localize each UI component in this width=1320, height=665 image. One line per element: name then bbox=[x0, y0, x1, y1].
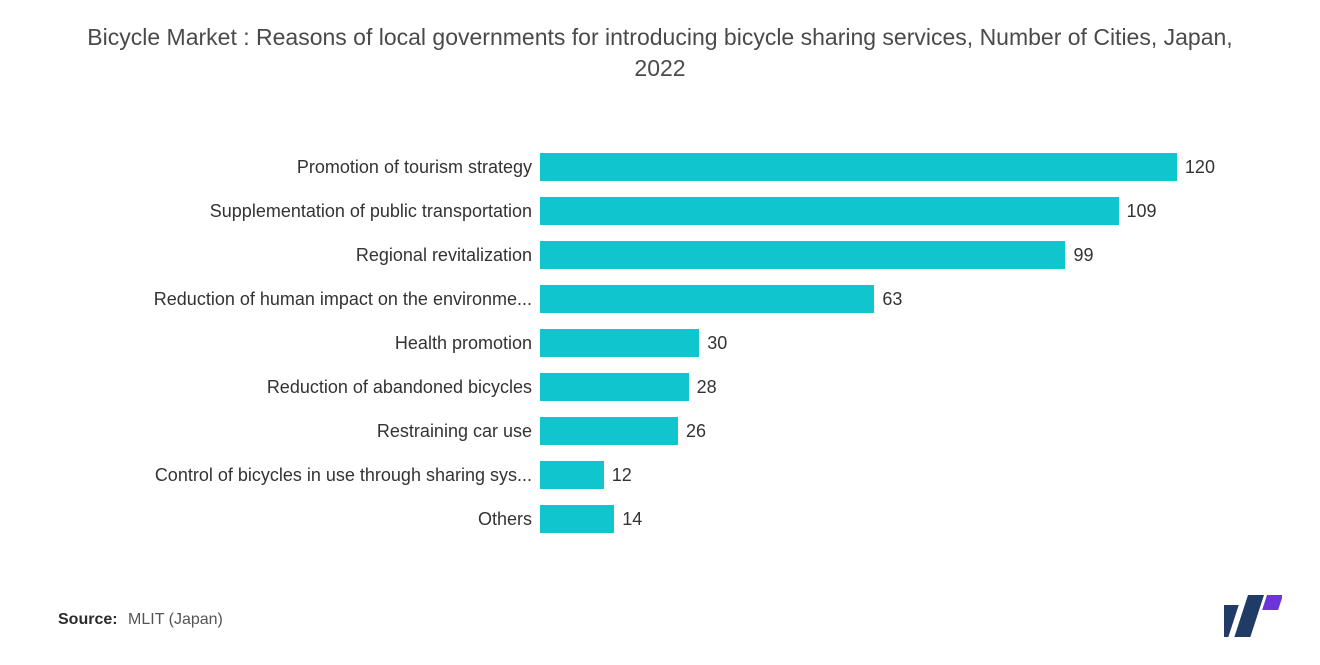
bar-track: 26 bbox=[540, 409, 1320, 453]
bar-track: 109 bbox=[540, 189, 1320, 233]
bar bbox=[540, 329, 699, 357]
brand-logo bbox=[1224, 595, 1282, 637]
bars-area: Promotion of tourism strategy 120 Suppleme… bbox=[0, 145, 1320, 575]
bar bbox=[540, 197, 1119, 225]
bar-track: 99 bbox=[540, 233, 1320, 277]
category-label: Reduction of abandoned bicycles bbox=[0, 377, 540, 398]
bar bbox=[540, 373, 689, 401]
bar-row: Health promotion 30 bbox=[0, 321, 1320, 365]
chart-title-text: Bicycle Market : Reasons of local govern… bbox=[87, 24, 1232, 81]
bar bbox=[540, 153, 1177, 181]
chart-title: Bicycle Market : Reasons of local govern… bbox=[0, 0, 1320, 84]
bar-row: Regional revitalization 99 bbox=[0, 233, 1320, 277]
bar-track: 63 bbox=[540, 277, 1320, 321]
logo-accent bbox=[1262, 595, 1282, 610]
chart-container: Bicycle Market : Reasons of local govern… bbox=[0, 0, 1320, 665]
bar-track: 12 bbox=[540, 453, 1320, 497]
bar-row: Reduction of human impact on the environ… bbox=[0, 277, 1320, 321]
bar-row: Control of bicycles in use through shari… bbox=[0, 453, 1320, 497]
bar-row: Restraining car use 26 bbox=[0, 409, 1320, 453]
value-label: 26 bbox=[686, 421, 706, 442]
category-label: Others bbox=[0, 509, 540, 530]
value-label: 109 bbox=[1127, 201, 1157, 222]
bar-row: Reduction of abandoned bicycles 28 bbox=[0, 365, 1320, 409]
source-text: MLIT (Japan) bbox=[128, 611, 223, 628]
value-label: 99 bbox=[1073, 245, 1093, 266]
bar-track: 14 bbox=[540, 497, 1320, 541]
source-line: Source: MLIT (Japan) bbox=[58, 611, 223, 629]
bar-row: Supplementation of public transportation… bbox=[0, 189, 1320, 233]
category-label: Control of bicycles in use through shari… bbox=[0, 465, 540, 486]
bar-track: 120 bbox=[540, 145, 1320, 189]
value-label: 28 bbox=[697, 377, 717, 398]
category-label: Regional revitalization bbox=[0, 245, 540, 266]
bar bbox=[540, 461, 604, 489]
value-label: 12 bbox=[612, 465, 632, 486]
category-label: Restraining car use bbox=[0, 421, 540, 442]
bar-track: 28 bbox=[540, 365, 1320, 409]
category-label: Reduction of human impact on the environ… bbox=[0, 289, 540, 310]
value-label: 30 bbox=[707, 333, 727, 354]
bar-row: Promotion of tourism strategy 120 bbox=[0, 145, 1320, 189]
category-label: Promotion of tourism strategy bbox=[0, 157, 540, 178]
category-label: Supplementation of public transportation bbox=[0, 201, 540, 222]
bar bbox=[540, 505, 614, 533]
value-label: 120 bbox=[1185, 157, 1215, 178]
bar bbox=[540, 285, 874, 313]
category-label: Health promotion bbox=[0, 333, 540, 354]
bar bbox=[540, 417, 678, 445]
logo-bar-2 bbox=[1234, 595, 1264, 637]
bar-row: Others 14 bbox=[0, 497, 1320, 541]
source-label: Source: bbox=[58, 611, 118, 628]
value-label: 14 bbox=[622, 509, 642, 530]
bar-track: 30 bbox=[540, 321, 1320, 365]
value-label: 63 bbox=[882, 289, 902, 310]
bar bbox=[540, 241, 1065, 269]
